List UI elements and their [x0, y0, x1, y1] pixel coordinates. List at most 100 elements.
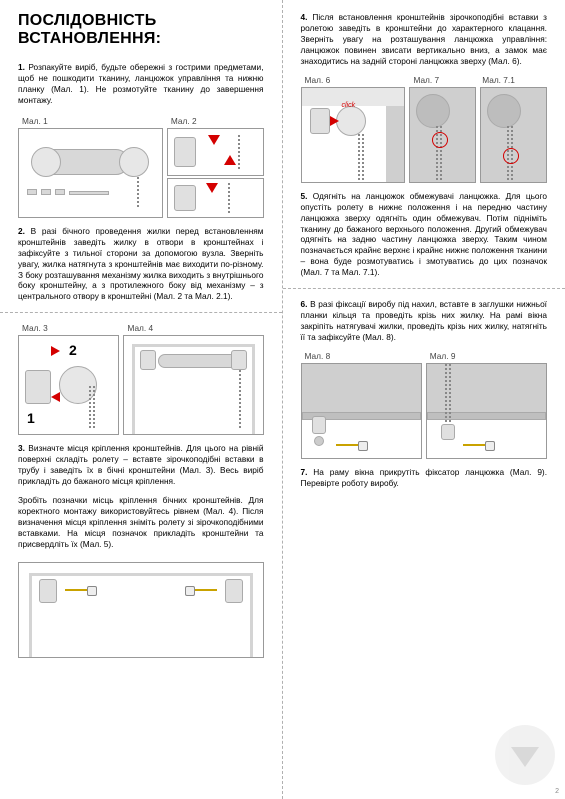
fig-1-box	[18, 128, 163, 218]
step-5-body: Одягніть на ланцюжок обмежувачі ланцюжка…	[301, 191, 548, 278]
page-number: 2	[555, 788, 559, 795]
bracket-icon	[140, 350, 156, 370]
fig-8-box	[301, 363, 422, 459]
arrow-left-icon	[51, 392, 60, 402]
fig-1-label: Мал. 1	[22, 116, 48, 126]
page: ПОСЛІДОВНІСТЬ ВСТАНОВЛЕННЯ: 1. Розпакуйт…	[0, 0, 565, 799]
step-4-body: Після встановлення кронштейнів зірочкопо…	[301, 12, 548, 66]
arrow-down-icon	[208, 135, 220, 145]
cord-icon	[238, 135, 240, 171]
fig-5-box	[18, 562, 264, 658]
fig-row-8-9: Мал. 8 Мал. 9	[301, 351, 548, 459]
step-7-num: 7.	[301, 467, 308, 477]
part-icon	[55, 189, 65, 195]
bracket-icon	[174, 185, 196, 211]
screwdriver-icon	[336, 444, 362, 446]
fig-row-3-4: Мал. 3 2 1 Мал. 4	[18, 323, 264, 435]
end-cap-icon	[31, 147, 61, 177]
chain-icon	[358, 134, 360, 180]
limiter-highlight-icon	[503, 148, 519, 164]
badge-1: 1	[27, 410, 35, 426]
step-7-text: 7. На раму вікна прикрутіть фіксатор лан…	[301, 467, 548, 489]
left-column: ПОСЛІДОВНІСТЬ ВСТАНОВЛЕННЯ: 1. Розпакуйт…	[0, 0, 283, 799]
fig-7-box	[409, 87, 476, 183]
screwdriver-icon	[463, 444, 489, 446]
step-2-num: 2.	[18, 226, 25, 236]
screwdriver-icon	[65, 589, 91, 591]
mechanism-icon	[487, 94, 521, 128]
fig-row-6-7: Мал. 6 click Мал. 7	[301, 75, 548, 183]
chain-icon	[89, 386, 91, 430]
fig-2-box	[167, 128, 264, 176]
tensioner-icon	[312, 416, 326, 434]
chain-icon	[93, 386, 95, 430]
arrow-up-icon	[224, 155, 236, 165]
fig-1-cell: Мал. 1	[18, 114, 163, 218]
end-cap-icon	[119, 147, 149, 177]
fig-4-cell: Мал. 4	[123, 323, 263, 435]
part-icon	[41, 189, 51, 195]
fig-6-label: Мал. 6	[305, 75, 331, 85]
step-5-text: 5. Одягніть на ланцюжок обмежувачі ланцю…	[301, 191, 548, 279]
bracket-icon	[174, 137, 196, 167]
step-4-num: 4.	[301, 12, 308, 22]
cord-icon	[228, 183, 230, 213]
fig-6-box: click	[301, 87, 406, 183]
step-3b-body: Зробіть позначки місць кріплення бічних …	[18, 495, 264, 549]
step-6-text: 6. В разі фіксації виробу під нахил, вст…	[301, 299, 548, 343]
fig-4-label: Мал. 4	[127, 323, 153, 333]
step-3-num: 3.	[18, 443, 25, 453]
fig-9-cell: Мал. 9	[426, 351, 547, 459]
step-3a-body: Визначте місця кріплення кронштейнів. Дл…	[18, 443, 264, 486]
watermark-icon	[495, 725, 555, 785]
bracket-icon	[310, 108, 330, 134]
step-4-text: 4. Після встановлення кронштейнів зірочк…	[301, 12, 548, 67]
fig-71-label: Мал. 7.1	[482, 75, 515, 85]
fig-7-label: Мал. 7	[413, 75, 439, 85]
badge-2: 2	[69, 342, 77, 358]
bracket-icon	[225, 579, 243, 603]
fig-2-label: Мал. 2	[171, 116, 197, 126]
fig-6-cell: Мал. 6 click	[301, 75, 406, 183]
ring-icon	[314, 436, 324, 446]
arrow-right-icon	[330, 116, 339, 126]
fig-5-cell: Мал. 5	[18, 562, 264, 658]
step-1-num: 1.	[18, 62, 25, 72]
chain-icon	[239, 370, 241, 430]
arrow-down-icon	[206, 183, 218, 193]
step-3b-text: Зробіть позначки місць кріплення бічних …	[18, 495, 264, 550]
step-2-body: В разі бічного проведення жилки перед вс…	[18, 226, 264, 302]
fig-8-label: Мал. 8	[305, 351, 331, 361]
fig-21-box	[167, 178, 264, 218]
mechanism-icon	[336, 106, 366, 136]
fig-9-label: Мал. 9	[430, 351, 456, 361]
step-7-body: На раму вікна прикрутіть фіксатор ланцюж…	[301, 467, 548, 488]
roller-icon	[158, 354, 238, 368]
chain-icon	[362, 134, 364, 180]
mechanism-icon	[59, 366, 97, 404]
step-3a-text: 3. Визначте місця кріплення кронштейнів.…	[18, 443, 264, 487]
fig-2-cell: Мал. 2 Мал. 2.1	[167, 114, 264, 218]
right-column: 4. Після встановлення кронштейнів зірочк…	[283, 0, 565, 799]
page-title: ПОСЛІДОВНІСТЬ ВСТАНОВЛЕННЯ:	[18, 12, 264, 48]
fig-row-1-2: Мал. 1 Мал. 2	[18, 114, 264, 218]
fig-4-box	[123, 335, 263, 435]
step-5-num: 5.	[301, 191, 308, 201]
fig-71-cell: Мал. 7.1	[480, 75, 547, 183]
fig-71-box	[480, 87, 547, 183]
screwdriver-icon	[191, 589, 217, 591]
chain-holder-icon	[441, 424, 455, 440]
mechanism-icon	[416, 94, 450, 128]
click-label: click	[342, 102, 356, 109]
chain-icon	[445, 364, 447, 428]
fabric-icon	[302, 364, 421, 412]
separator	[0, 312, 282, 313]
bracket-icon	[39, 579, 57, 603]
step-6-body: В разі фіксації виробу під нахил, вставт…	[301, 299, 548, 342]
fig-7-cell: Мал. 7	[409, 75, 476, 183]
bracket-icon	[25, 370, 51, 404]
chain-icon	[137, 177, 139, 207]
step-1-text: 1. Розпакуйте виріб, будьте обережні з г…	[18, 62, 264, 106]
fig-3-box: 2 1	[18, 335, 119, 435]
part-icon	[27, 189, 37, 195]
